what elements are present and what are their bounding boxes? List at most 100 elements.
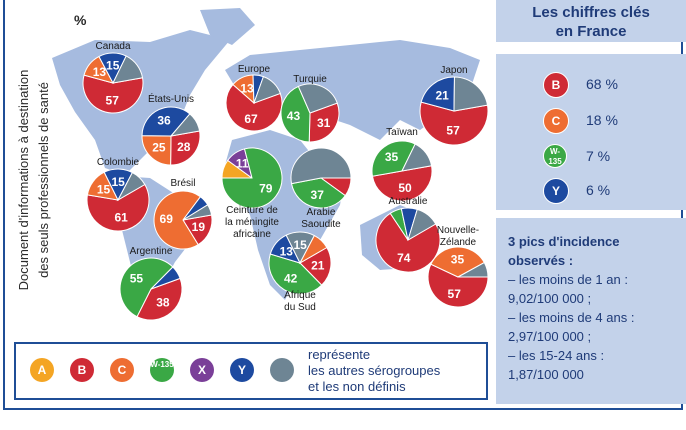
pie-value-label: 67 bbox=[244, 112, 258, 126]
peaks-line-4: 2,97/100 000 ; bbox=[508, 329, 592, 344]
pie-1: 67 13 bbox=[225, 74, 283, 132]
pie-value-label: 69 bbox=[160, 212, 174, 226]
pie-value-label: 35 bbox=[385, 150, 399, 164]
region-label: la méningite bbox=[225, 217, 279, 228]
region-label: Turquie bbox=[293, 74, 327, 85]
pie-slice-other bbox=[290, 147, 352, 185]
pie-value-label: 15 bbox=[106, 59, 120, 73]
peaks-line-5: – les 15-24 ans : bbox=[508, 348, 605, 363]
key-figures-title-line-1: Les chiffres clés bbox=[532, 4, 650, 21]
region-label: Nouvelle- bbox=[437, 225, 479, 236]
pie-slice-other bbox=[182, 204, 213, 221]
pie-value-label: 11 bbox=[236, 157, 249, 171]
peaks-line-1: – les moins de 1 an : bbox=[508, 272, 628, 287]
peaks-line-6: 1,87/100 000 bbox=[508, 367, 584, 382]
stat-value-y: 6 % bbox=[586, 182, 611, 198]
pie-slice-C bbox=[153, 190, 202, 250]
pie-4: 28 25 36 bbox=[141, 106, 201, 166]
pie-value-label: 43 bbox=[287, 109, 301, 123]
pie-value-label: 19 bbox=[192, 220, 206, 234]
stat-value-c: 18 % bbox=[586, 112, 618, 128]
pie-value-label: 13 bbox=[280, 244, 294, 258]
pie-slice-W135 bbox=[371, 140, 416, 177]
pie-value-label: 13 bbox=[240, 81, 254, 95]
region-label: du Sud bbox=[284, 302, 316, 313]
pie-slice-B bbox=[308, 102, 340, 143]
stat-row-c: C 18 % bbox=[496, 104, 686, 134]
pie-slice-B bbox=[170, 130, 201, 166]
pie-slice-other bbox=[453, 76, 489, 112]
pie-value-label: 38 bbox=[156, 295, 170, 309]
peaks-title-2: observés : bbox=[508, 253, 574, 268]
pie-2: 31 43 bbox=[280, 83, 340, 143]
pie-value-label: 50 bbox=[398, 181, 412, 195]
pie-slice-other bbox=[169, 113, 201, 137]
stat-value-b: 68 % bbox=[586, 76, 618, 92]
region-label: Ceinture de bbox=[226, 205, 278, 216]
pie-value-label: 35 bbox=[451, 253, 465, 267]
pie-value-label: 21 bbox=[435, 88, 449, 102]
pie-value-label: 25 bbox=[152, 141, 166, 155]
legend-description: représente les autres sérogroupes et les… bbox=[308, 347, 440, 395]
pie-slice-B bbox=[86, 183, 150, 232]
pie-value-label: 57 bbox=[446, 124, 460, 138]
pie-12: 38 55 bbox=[119, 257, 183, 321]
legend-b-icon: B bbox=[70, 358, 94, 382]
region-label: États-Unis bbox=[148, 92, 194, 105]
region-label: Colombie bbox=[97, 157, 140, 168]
legend-x-icon: X bbox=[190, 358, 214, 382]
badge-b-icon: B bbox=[543, 72, 569, 98]
pie-value-label: 42 bbox=[284, 271, 298, 285]
stat-row-w135: W-135 7 % bbox=[496, 140, 686, 170]
pie-value-label: 57 bbox=[448, 287, 462, 301]
region-label: Saoudite bbox=[301, 219, 341, 230]
pie-value-label: 55 bbox=[130, 271, 144, 285]
pie-value-label: 79 bbox=[259, 182, 273, 196]
stat-row-y: Y 6 % bbox=[496, 174, 686, 204]
pie-slice-W135 bbox=[119, 257, 174, 318]
pie-value-label: 61 bbox=[115, 211, 129, 225]
stat-row-b: B 68 % bbox=[496, 68, 686, 98]
badge-c-icon: C bbox=[543, 108, 569, 134]
pie-value-label: 21 bbox=[311, 258, 325, 272]
pie-slice-other bbox=[112, 55, 144, 84]
pie-slice-C bbox=[298, 234, 328, 265]
pie-labels: Canada Europe Turquie Japon États-Unis Colomb… bbox=[95, 41, 479, 313]
vertical-disclaimer: Document d'informations à destination de… bbox=[8, 30, 64, 330]
pie-slice-Y bbox=[141, 106, 191, 137]
pie-13: 57 35 bbox=[427, 246, 489, 308]
eurasia-shape bbox=[225, 40, 480, 140]
pie-0: 57 13 15 bbox=[82, 52, 144, 114]
disclaimer-line-2: des seuls professionnels de santé bbox=[36, 82, 51, 278]
pie-9: 50 35 bbox=[371, 140, 433, 202]
pie-value-label: 15 bbox=[294, 238, 308, 252]
legend-text-1: représente bbox=[308, 347, 371, 362]
region-label: Afrique bbox=[284, 290, 316, 301]
region-label: Argentine bbox=[130, 246, 173, 257]
region-label: Europe bbox=[238, 64, 271, 75]
pie-slice-W135 bbox=[290, 177, 346, 209]
region-label: Japon bbox=[440, 65, 467, 76]
pie-value-label: 28 bbox=[177, 140, 191, 154]
pie-slice-other bbox=[116, 171, 146, 202]
pie-slice-B bbox=[427, 263, 489, 308]
pie-slice-W135 bbox=[268, 253, 323, 295]
pie-slice-B bbox=[82, 74, 144, 114]
pie-slice-B bbox=[375, 212, 441, 273]
pie-slice-other bbox=[407, 208, 437, 242]
stat-value-w135: 7 % bbox=[586, 148, 611, 164]
pie-slice-other bbox=[253, 75, 281, 104]
pie-value-label: 74 bbox=[397, 251, 411, 265]
peaks-title-1: 3 pics d'incidence bbox=[508, 234, 620, 249]
pie-value-label: 36 bbox=[157, 114, 171, 128]
pie-slice-other bbox=[297, 83, 338, 114]
key-figures-title-line-2: en France bbox=[555, 23, 627, 40]
pie-slice-Y bbox=[420, 76, 455, 112]
legend-y-icon: Y bbox=[230, 358, 254, 382]
key-figures-panel: B 68 % C 18 % W-135 7 % Y 6 % bbox=[496, 54, 686, 210]
disclaimer-line-1: Document d'informations à destination bbox=[16, 70, 31, 291]
pie-slice-Y bbox=[150, 266, 181, 290]
